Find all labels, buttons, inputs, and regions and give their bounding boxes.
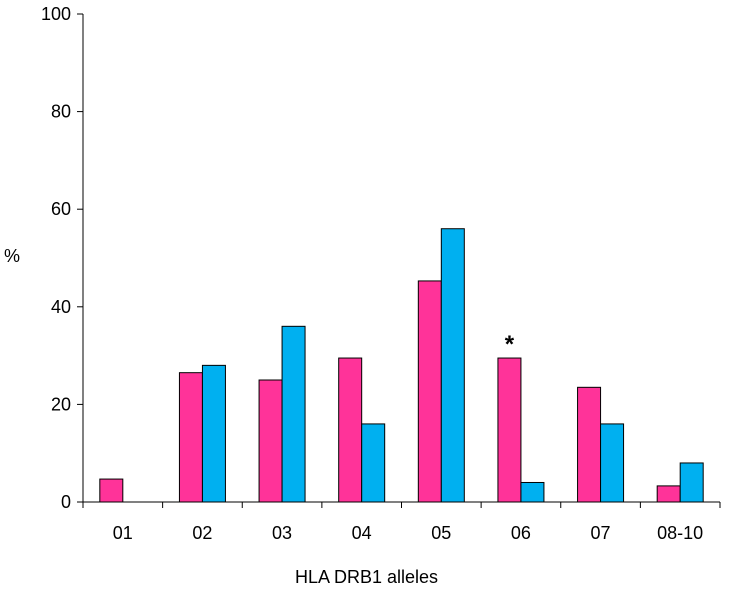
x-tick-label: 02 — [192, 523, 212, 543]
x-tick-label: 07 — [591, 523, 611, 543]
bar-series-2-03 — [281, 325, 306, 503]
bar-series-2-04 — [361, 423, 386, 503]
bar-series-1-02 — [178, 372, 203, 503]
x-tick-label: 01 — [113, 523, 133, 543]
bar-series-1-03 — [258, 379, 283, 503]
x-axis-ticks: 01 02 03 04 05 06 07 08-10 — [82, 502, 721, 543]
bar-series-2-06 — [520, 481, 545, 503]
bar-series-2-08-10 — [679, 462, 704, 503]
y-tick-label: 20 — [51, 394, 71, 414]
bar-series-2-02 — [201, 364, 226, 503]
bar-series-1-01 — [99, 478, 124, 503]
y-axis-ticks: 0 20 40 60 80 100 — [41, 4, 83, 512]
x-axis-label: HLA DRB1 alleles — [295, 567, 438, 587]
bar-series-1-08-10 — [656, 485, 681, 503]
bar-series-1-07 — [577, 386, 602, 503]
annotations: * — [505, 331, 515, 358]
x-tick-label: 08-10 — [657, 523, 703, 543]
x-tick-label: 05 — [431, 523, 451, 543]
y-tick-label: 0 — [61, 492, 71, 512]
y-tick-label: 40 — [51, 297, 71, 317]
y-tick-label: 60 — [51, 199, 71, 219]
y-tick-label: 100 — [41, 4, 71, 24]
bars — [99, 228, 704, 503]
x-tick-label: 04 — [352, 523, 372, 543]
y-axis-label: % — [4, 246, 20, 266]
bar-series-1-04 — [338, 357, 363, 503]
bar-series-1-05 — [417, 280, 442, 503]
bar-series-1-06 — [497, 357, 522, 503]
x-tick-label: 06 — [511, 523, 531, 543]
y-tick-label: 80 — [51, 102, 71, 122]
x-tick-label: 03 — [272, 523, 292, 543]
significance-marker: * — [505, 331, 515, 358]
bar-series-2-05 — [440, 228, 465, 503]
bar-series-2-07 — [600, 423, 625, 503]
